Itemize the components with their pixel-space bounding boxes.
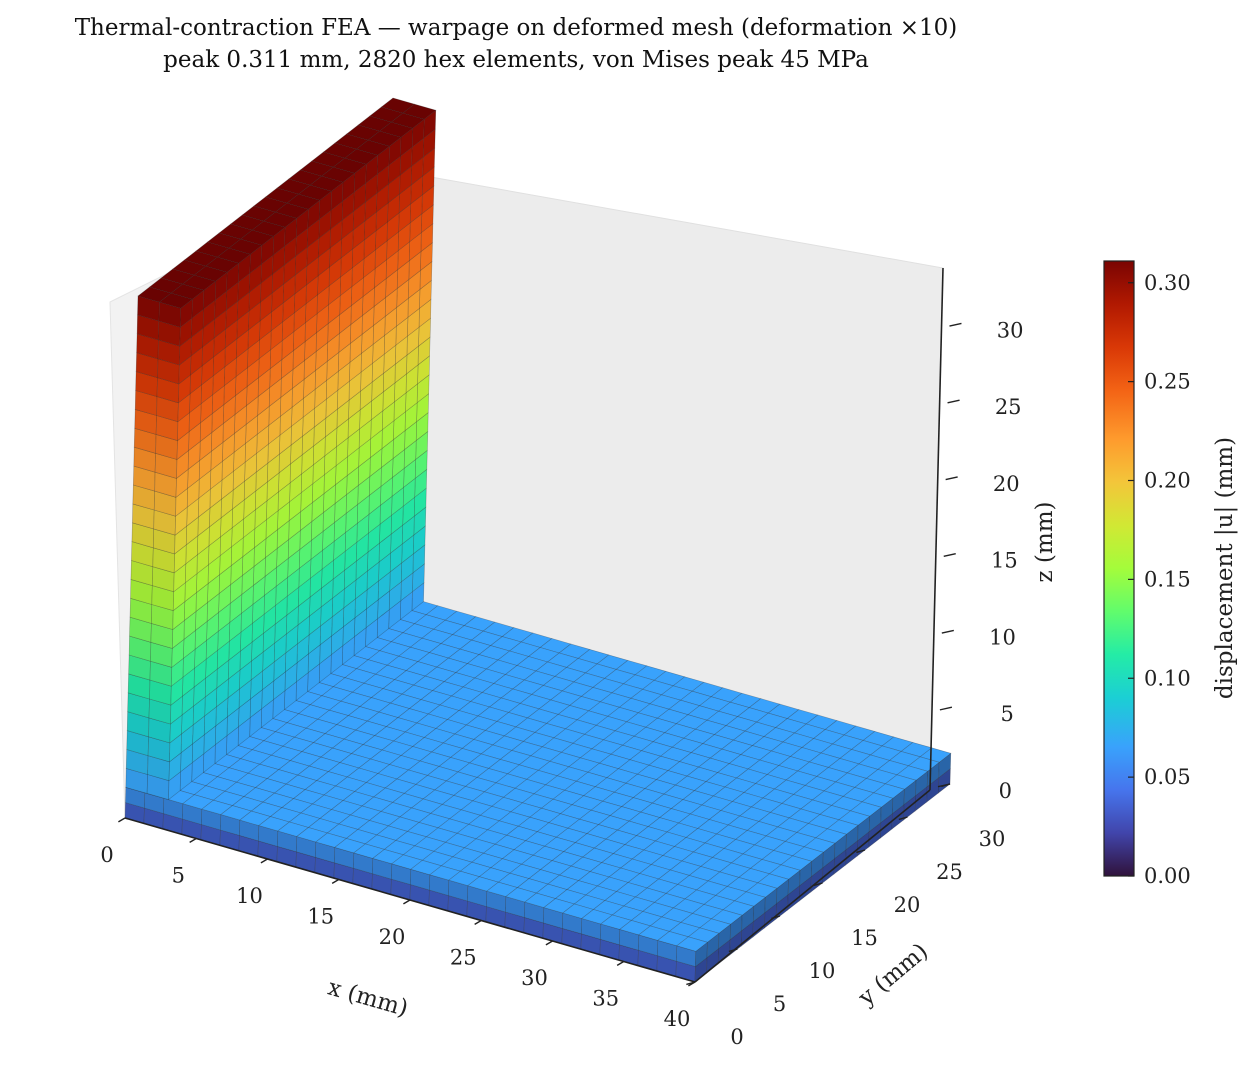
colorbar-tick-label: 0.15 [1144,567,1191,591]
colorbar-ticks: 0.00 0.05 0.10 0.15 0.20 0.25 0.30 [1128,271,1191,888]
y-tick-mark [813,882,823,887]
mesh-face [158,292,193,309]
z-ticks: 0 5 10 15 20 25 30 [937,318,1024,803]
x-tick-label: 30 [521,966,548,990]
mesh-face [228,238,263,255]
y-tick-mark [771,915,781,920]
x-ticks: 0 5 10 15 20 25 30 35 40 [100,817,696,1031]
colorbar-tick-label: 0.30 [1144,271,1191,295]
x-tick-label: 40 [664,1007,691,1031]
colorbar-tick-label: 0.20 [1144,469,1191,493]
y-tick-mark [686,981,696,986]
z-tick-label: 5 [1001,702,1014,726]
mesh-face [274,202,309,219]
y-tick-label: 0 [730,1025,743,1049]
y-tick-label: 30 [979,827,1006,851]
x-tick-label: 10 [236,884,263,908]
y-tick-label: 25 [936,860,963,884]
colorbar-tick-label: 0.00 [1144,864,1191,888]
z-tick-mark [947,399,960,404]
y-tick-mark [728,948,738,953]
z-tick-mark [941,629,954,634]
z-tick-mark [945,476,958,481]
y-tick-mark [856,849,866,854]
x-tick-mark [118,817,126,823]
z-tick-label: 30 [997,318,1024,342]
deformed-mesh [124,97,952,983]
z-tick-label: 20 [993,472,1020,496]
y-tick-mark [898,816,908,821]
x-tick-label: 5 [172,864,185,888]
y-tick-label: 15 [851,926,878,950]
z-tick-label: 25 [995,395,1022,419]
z-tick-label: 0 [999,779,1012,803]
z-tick-mark [949,322,962,327]
x-tick-mark [403,899,411,905]
x-tick-label: 0 [100,843,113,867]
colorbar-tick-label: 0.25 [1144,370,1191,394]
colorbar: 0.00 0.05 0.10 0.15 0.20 0.25 0.30 displacemen… [1103,260,1238,888]
colorbar-tick-label: 0.05 [1144,765,1191,789]
z-tick-mark [943,553,956,558]
x-tick-mark [474,919,482,925]
x-tick-label: 15 [307,905,334,929]
y-tick-label: 20 [894,893,921,917]
x-tick-mark [616,960,625,966]
x-tick-mark [545,940,553,946]
chart-title: Thermal-contraction FEA — warpage on def… [75,15,958,41]
x-tick-mark [331,878,340,884]
x-tick-label: 35 [592,987,619,1011]
mesh-face [402,103,437,120]
z-axis-label: z (mm) [1032,502,1058,583]
z-tick-label: 15 [991,549,1018,573]
x-tick-mark [260,858,268,864]
x-tick-mark [189,837,197,843]
mesh-face [344,148,379,165]
chart-subtitle: peak 0.311 mm, 2820 hex elements, von Mi… [163,47,869,73]
x-axis-label: x (mm) [325,974,411,1022]
z-axis-line [929,267,944,791]
x-tick-label: 20 [379,925,406,949]
z-tick-label: 10 [989,625,1016,649]
colorbar-label: displacement |u| (mm) [1212,437,1238,699]
mesh-face [676,936,709,952]
z-tick-mark [939,706,953,711]
x-tick-label: 25 [450,946,477,970]
z-tick-mark [937,783,951,788]
colorbar-tick-label: 0.10 [1144,666,1191,690]
y-tick-label: 5 [773,992,786,1016]
colorbar-gradient [1103,260,1135,877]
y-tick-label: 10 [809,959,836,983]
